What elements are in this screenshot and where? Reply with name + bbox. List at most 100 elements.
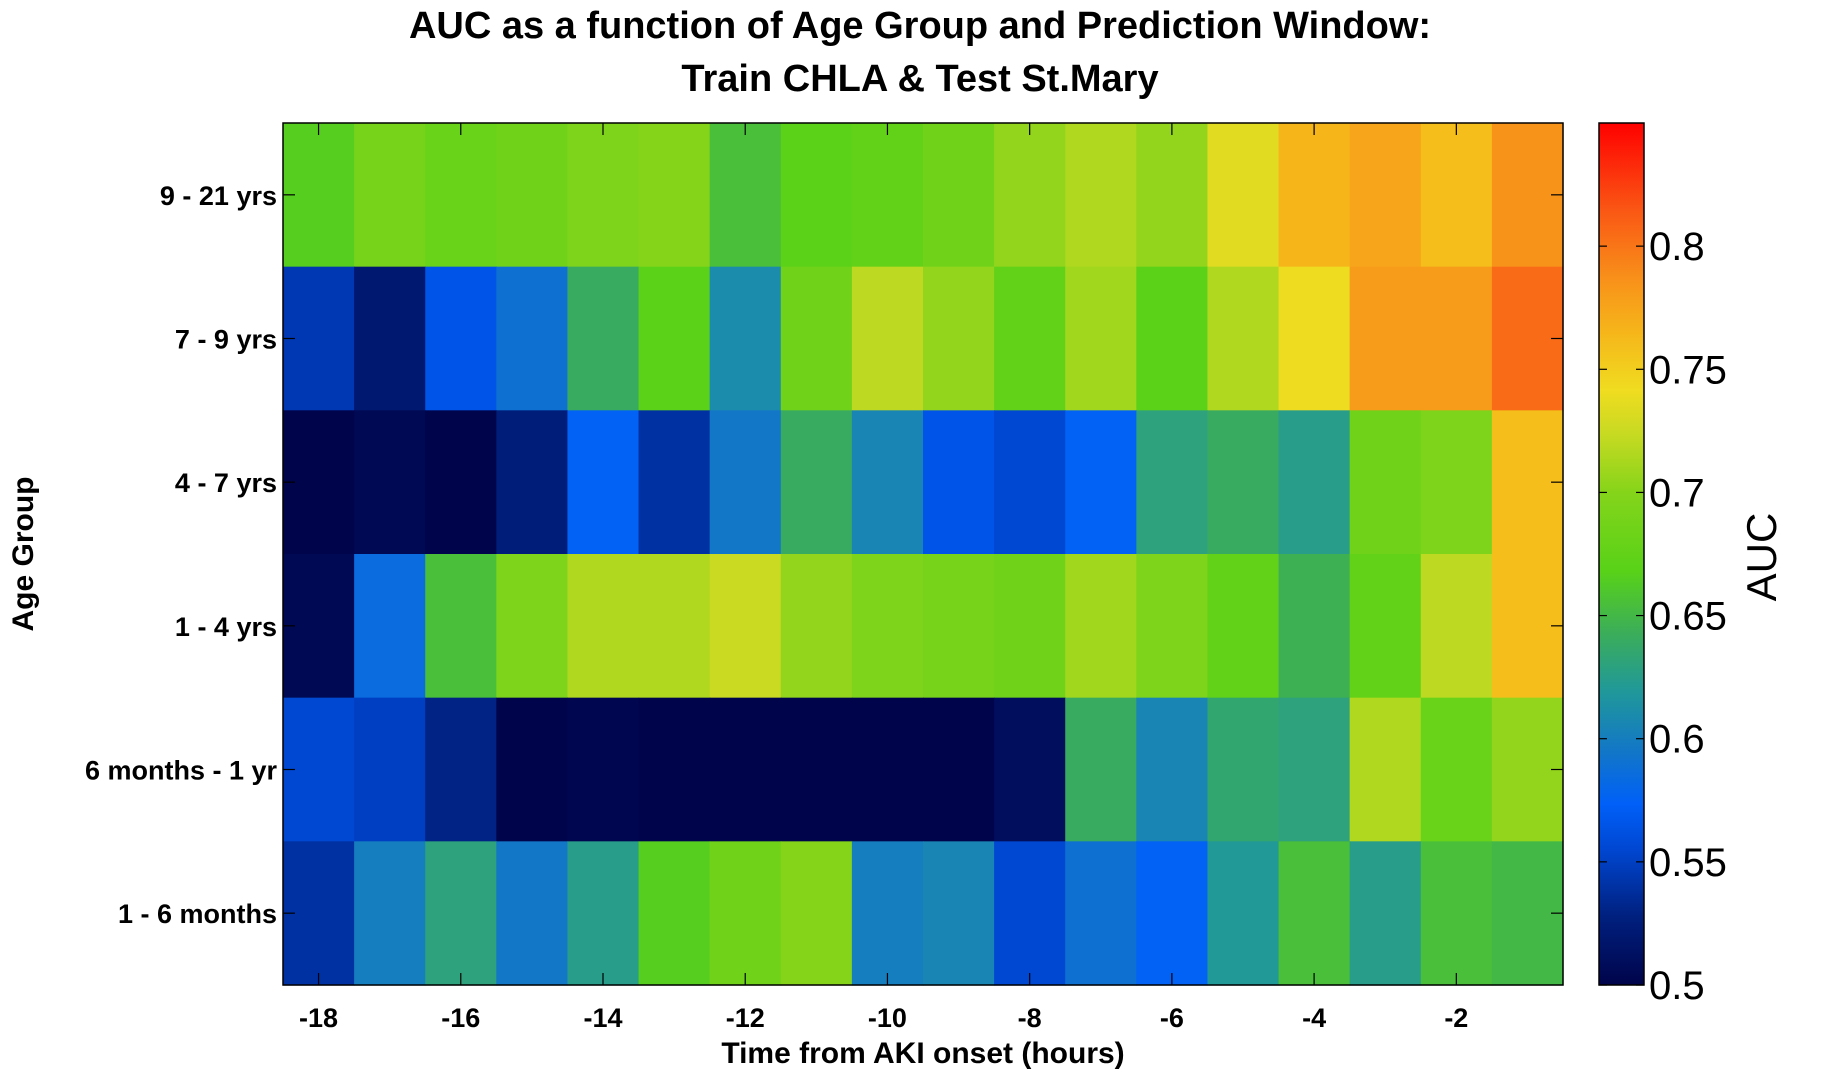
heatmap-cell [709, 410, 782, 555]
heatmap-cell [709, 266, 782, 411]
heatmap-cell [780, 554, 853, 699]
heatmap-cell [1136, 123, 1209, 268]
colorbar-tick-label: 0.65 [1649, 595, 1727, 639]
colorbar-tick-label: 0.55 [1649, 841, 1727, 885]
heatmap-cell [425, 266, 497, 411]
heatmap-cell [1420, 554, 1493, 699]
heatmap-cell [994, 554, 1066, 699]
heatmap-cell [1065, 554, 1137, 699]
heatmap-cell [1278, 554, 1351, 699]
heatmap-cell [923, 697, 995, 842]
heatmap-cell [354, 554, 426, 699]
heatmap-cell [994, 410, 1066, 555]
heatmap-cell [851, 697, 924, 842]
heatmap-cell [1207, 697, 1280, 842]
heatmap-cell [1420, 841, 1493, 986]
heatmap-cell [1136, 697, 1209, 842]
heatmap-cell [1065, 841, 1137, 986]
heatmap-cell [1349, 410, 1422, 555]
heatmap-cell [354, 266, 426, 411]
heatmap-cell [1278, 123, 1351, 268]
colorbar-tick-label: 0.75 [1649, 348, 1727, 392]
chart-subtitle: Train CHLA & Test St.Mary [681, 58, 1158, 100]
chart-title: AUC as a function of Age Group and Predi… [409, 5, 1431, 47]
colorbar-tick-label: 0.8 [1649, 225, 1705, 269]
heatmap-cell [851, 123, 924, 268]
heatmap-cell [638, 554, 711, 699]
x-axis-label: Time from AKI onset (hours) [721, 1037, 1124, 1070]
heatmap-cell [709, 123, 782, 268]
colorbar-label: AUC [1738, 513, 1785, 602]
x-tick-label: -8 [1018, 1003, 1042, 1033]
heatmap-cell [1278, 266, 1351, 411]
heatmap-cell [923, 266, 995, 411]
heatmap-cell [923, 410, 995, 555]
y-tick-label: 4 - 7 yrs [175, 468, 277, 498]
heatmap-cell [496, 554, 569, 699]
colorbar-tick-label: 0.7 [1649, 471, 1705, 515]
y-tick-label: 1 - 4 yrs [175, 612, 277, 642]
colorbar-tick-label: 0.5 [1649, 964, 1705, 1008]
heatmap-cell [851, 410, 924, 555]
heatmap-cell [780, 123, 853, 268]
heatmap-cell [1349, 123, 1422, 268]
heatmap-cell [496, 697, 569, 842]
x-tick-label: -12 [726, 1003, 765, 1033]
heatmap-cell [638, 266, 711, 411]
heatmap-cell [1136, 266, 1209, 411]
heatmap-cell [1065, 266, 1137, 411]
heatmap-cell [1207, 266, 1280, 411]
heatmap-cell [354, 697, 426, 842]
heatmap-cell [780, 697, 853, 842]
heatmap-cell [994, 841, 1066, 986]
heatmap-cell [638, 697, 711, 842]
y-tick-label: 6 months - 1 yr [85, 756, 278, 786]
colorbar [1598, 122, 1645, 986]
heatmap-cell [851, 554, 924, 699]
heatmap-cell [1136, 410, 1209, 555]
x-tick-label: -6 [1160, 1003, 1184, 1033]
heatmap-cells [283, 123, 1564, 986]
heatmap-cell [1065, 123, 1137, 268]
heatmap-cell [425, 410, 497, 555]
heatmap-cell [709, 697, 782, 842]
heatmap-cell [1136, 554, 1209, 699]
heatmap-cell [354, 123, 426, 268]
heatmap-cell [496, 123, 569, 268]
x-tick-label: -10 [868, 1003, 907, 1033]
heatmap-cell [354, 410, 426, 555]
heatmap-cell [1136, 841, 1209, 986]
heatmap-cell [851, 266, 924, 411]
y-tick-label: 7 - 9 yrs [175, 325, 277, 355]
heatmap-cell [1420, 123, 1493, 268]
heatmap-cell [425, 841, 497, 986]
heatmap-cell [425, 123, 497, 268]
heatmap-cell [780, 266, 853, 411]
heatmap-cell [923, 554, 995, 699]
heatmap-cell [1278, 841, 1351, 986]
heatmap-cell [1207, 554, 1280, 699]
heatmap-cell [567, 841, 640, 986]
colorbar-tick-label: 0.6 [1649, 718, 1705, 762]
heatmap-cell [496, 841, 569, 986]
heatmap-cell [638, 410, 711, 555]
colorbar-axis: 0.5 0.55 0.6 0.65 0.7 0.75 0.8 [1599, 225, 1727, 1008]
x-tick-label: -18 [299, 1003, 338, 1033]
x-tick-label: -16 [441, 1003, 480, 1033]
heatmap-cell [567, 554, 640, 699]
heatmap-cell [851, 841, 924, 986]
heatmap-cell [425, 697, 497, 842]
heatmap-cell [1065, 410, 1137, 555]
heatmap-cell [354, 841, 426, 986]
y-tick-label: 1 - 6 months [118, 899, 277, 929]
heatmap-cell [994, 123, 1066, 268]
heatmap-cell [1065, 697, 1137, 842]
heatmap-cell [1207, 410, 1280, 555]
heatmap-cell [709, 554, 782, 699]
x-axis: -18 -16 -14 -12 -10 -8 -6 -4 -2 [299, 123, 1468, 1033]
heatmap-cell [923, 841, 995, 986]
heatmap-cell [994, 266, 1066, 411]
heatmap-cell [1278, 410, 1351, 555]
heatmap-cell [1349, 266, 1422, 411]
